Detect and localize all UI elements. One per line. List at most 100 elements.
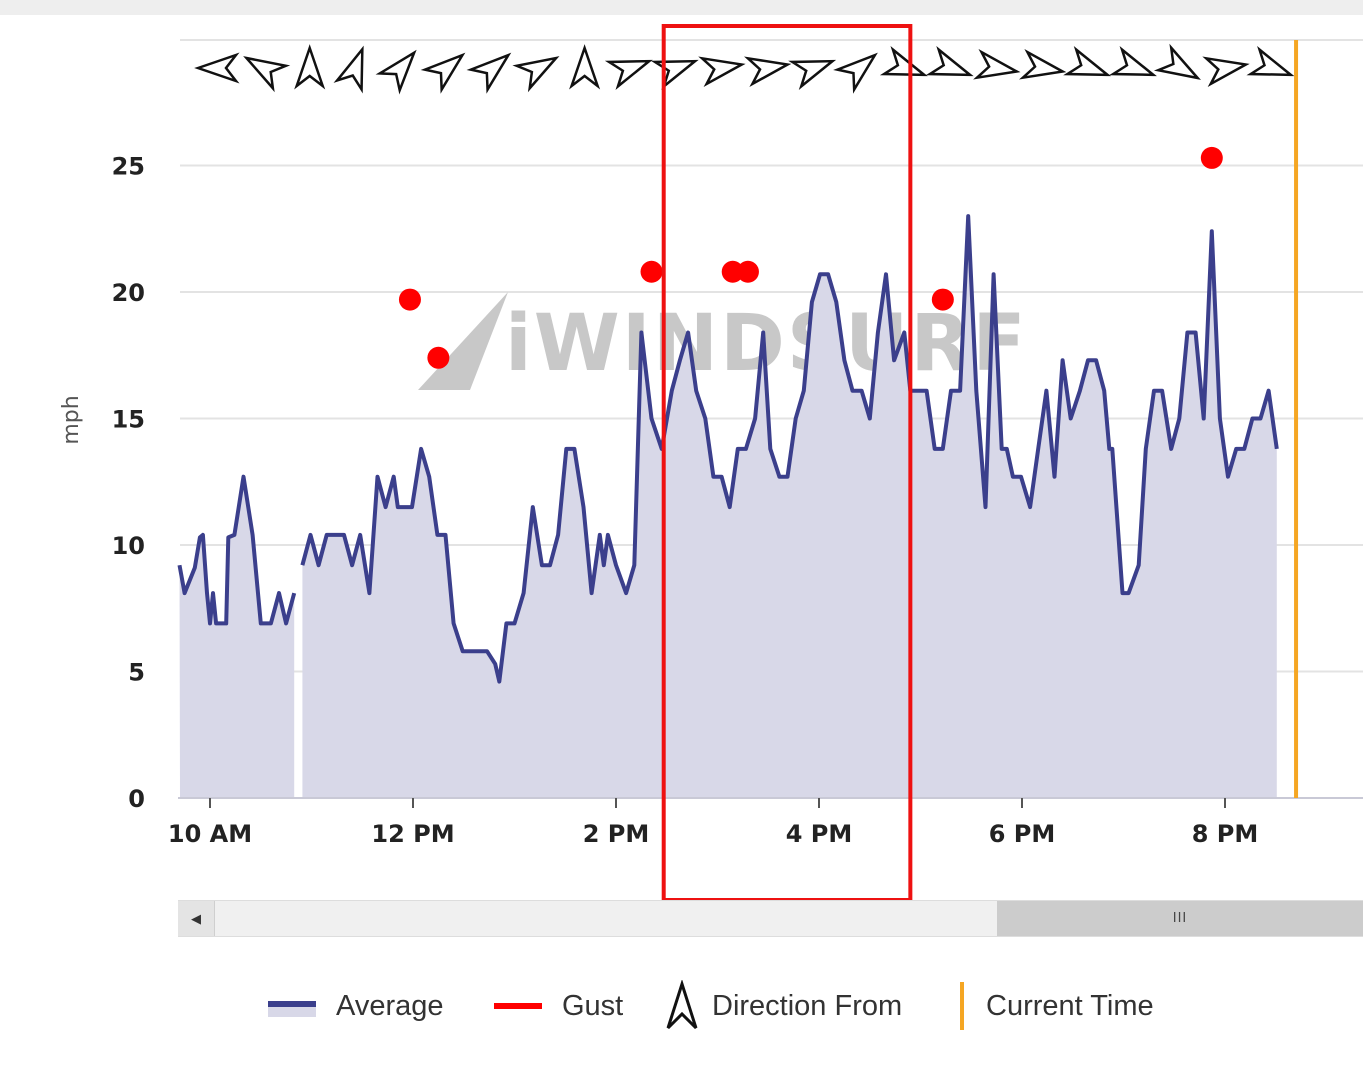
direction-arrow-shape	[466, 52, 512, 94]
direction-arrow-shape	[375, 49, 417, 95]
gust-legend-icon	[494, 1003, 542, 1009]
y-axis-label: mph	[59, 395, 84, 444]
direction-arrow-icon	[1153, 43, 1201, 80]
direction-arrows	[194, 43, 1295, 95]
x-tick-label: 8 PM	[1192, 820, 1259, 848]
current-time-legend-icon	[960, 982, 964, 1030]
gust-point	[931, 288, 954, 311]
direction-arrow-shape	[973, 48, 1021, 80]
x-tick-label: 2 PM	[583, 820, 650, 848]
x-axis-ticks: 10 AM 12 PM 2 PM 4 PM 6 PM 8 PM	[168, 798, 1258, 848]
direction-arrow-icon	[1063, 46, 1112, 77]
gust-point	[736, 260, 759, 283]
y-tick-label: 15	[112, 406, 145, 434]
direction-arrow-icon	[925, 46, 974, 77]
direction-arrow-icon	[420, 52, 466, 94]
direction-arrow-icon	[666, 980, 698, 1030]
gust-point	[398, 288, 421, 311]
gust-point	[1200, 146, 1223, 169]
highlight-box	[661, 24, 913, 900]
direction-arrow-icon	[243, 56, 291, 93]
direction-arrow-icon	[512, 56, 560, 93]
legend-gust-label: Gust	[562, 989, 624, 1022]
direction-arrow-shape	[788, 59, 837, 90]
direction-arrow-shape	[650, 59, 699, 90]
average-line-segment	[300, 214, 1279, 684]
direction-arrow-icon	[604, 59, 653, 90]
direction-arrow-shape	[512, 56, 560, 93]
direction-arrow-icon	[1108, 46, 1157, 77]
average-area	[179, 216, 1277, 799]
direction-arrow-icon	[194, 52, 240, 84]
x-tick-label: 10 AM	[168, 820, 252, 848]
y-tick-label: 5	[128, 659, 145, 687]
average-line	[177, 214, 1279, 684]
direction-arrow-shape	[1202, 56, 1250, 88]
gust-point	[721, 260, 744, 283]
direction-arrow-icon	[650, 59, 699, 90]
direction-arrow-icon	[1246, 46, 1295, 77]
watermark-sail-icon	[418, 292, 508, 390]
direction-arrow-shape	[1108, 46, 1157, 77]
direction-arrow-shape	[1153, 43, 1201, 80]
legend-average-label: Average	[336, 989, 444, 1022]
horizontal-scrollbar[interactable]: ◀ III	[178, 900, 1363, 937]
direction-arrow-shape	[833, 52, 878, 94]
average-area-segment	[179, 476, 295, 798]
scroll-left-button[interactable]: ◀	[178, 901, 215, 936]
direction-arrow-shape	[925, 46, 974, 77]
direction-arrow-icon	[879, 46, 928, 77]
direction-arrow-shape	[333, 45, 364, 94]
legend-current-label: Current Time	[986, 989, 1154, 1022]
direction-arrow-icon	[375, 49, 417, 95]
direction-arrow-icon	[1202, 56, 1250, 88]
gust-points	[398, 146, 1223, 369]
direction-arrow-icon	[333, 45, 364, 94]
y-tick-label: 20	[112, 279, 145, 307]
direction-arrow-shape	[420, 52, 466, 94]
y-tick-label: 10	[112, 532, 145, 560]
direction-arrow-icon	[744, 56, 792, 88]
scroll-left-icon: ◀	[191, 910, 201, 926]
scroll-thumb[interactable]: III	[997, 901, 1363, 936]
y-tick-label: 0	[128, 785, 145, 813]
direction-arrow-icon	[466, 52, 512, 94]
y-axis-ticks: 0 5 10 15 20 25	[112, 153, 145, 814]
direction-arrow-icon	[294, 44, 326, 90]
legend-current-time[interactable]: Current Time	[958, 978, 1154, 1034]
direction-arrow-shape	[194, 52, 240, 84]
direction-arrow-icon	[833, 52, 878, 94]
legend-direction[interactable]: Direction From	[664, 978, 902, 1034]
y-tick-label: 25	[112, 153, 145, 181]
direction-arrow-shape	[879, 46, 928, 77]
direction-arrow-shape	[698, 56, 746, 88]
legend-direction-label: Direction From	[712, 989, 903, 1022]
gust-point	[427, 346, 450, 369]
gust-point	[640, 260, 663, 283]
x-tick-label: 4 PM	[786, 820, 853, 848]
top-bar	[0, 0, 1363, 15]
direction-arrow-shape	[744, 56, 792, 88]
direction-arrow-shape	[294, 44, 326, 90]
legend: Average Gust Direction From Current Time	[0, 978, 1363, 1038]
direction-arrow-icon	[1019, 48, 1067, 80]
direction-arrow-shape	[1063, 46, 1112, 77]
direction-arrow-icon	[788, 59, 837, 90]
x-tick-label: 12 PM	[371, 820, 454, 848]
direction-arrow-shape	[1246, 46, 1295, 77]
average-area-segment	[302, 216, 1277, 799]
average-line-segment	[177, 474, 297, 626]
average-legend-icon	[268, 1001, 316, 1017]
x-tick-label: 6 PM	[989, 820, 1056, 848]
direction-arrow-icon	[569, 44, 601, 90]
direction-arrow-shape	[604, 59, 653, 90]
legend-average[interactable]: Average	[268, 978, 444, 1034]
direction-arrow-shape	[243, 56, 291, 93]
direction-arrow-icon	[973, 48, 1021, 80]
legend-gust[interactable]: Gust	[494, 978, 623, 1034]
direction-arrow-shape	[1019, 48, 1067, 80]
scroll-grip-icon: III	[1172, 911, 1188, 926]
direction-arrow-shape	[569, 44, 601, 90]
direction-arrow-icon	[698, 56, 746, 88]
